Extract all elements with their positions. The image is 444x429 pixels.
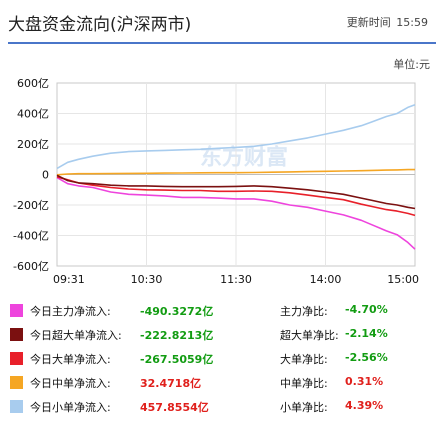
title-divider [8, 42, 436, 44]
ratio-value-super-large: -2.14% [345, 327, 388, 340]
series-line-2 [56, 176, 416, 217]
x-tick-label: 09:31 [53, 273, 85, 286]
ratio-label-main: 主力净比: [280, 305, 328, 318]
legend-swatch-main [10, 304, 23, 317]
y-tick-label: 600亿 [17, 77, 49, 90]
ratio-value-small: 4.39% [345, 399, 384, 412]
series-line-4 [56, 103, 416, 170]
ratio-value-large: -2.56% [345, 351, 388, 364]
legend-swatch-large [10, 352, 23, 365]
ratio-label-super-large: 超大单净比: [280, 329, 339, 342]
ratio-label-large: 大单净比: [280, 353, 328, 366]
ratio-label-medium: 中单净比: [280, 377, 328, 390]
legend-label-large: 今日大单净流入: [30, 353, 111, 366]
ratio-value-medium: 0.31% [345, 375, 384, 388]
legend-value-main: -490.3272亿 [140, 305, 214, 318]
legend-swatch-medium [10, 376, 23, 389]
x-tick-label: 15:00 [387, 273, 419, 286]
x-tick-label: 10:30 [131, 273, 163, 286]
update-time-label: 更新时间 [346, 16, 391, 29]
legend-row-super-large: 今日超大单净流入: -222.8213亿 超大单净比: -2.14% [10, 325, 440, 343]
series-line-3 [56, 168, 415, 176]
x-tick-label: 11:30 [220, 273, 252, 286]
legend-value-super-large: -222.8213亿 [140, 329, 214, 342]
y-tick-label: 0 [42, 169, 49, 182]
legend-row-small: 今日小单净流入: 457.8554亿 小单净比: 4.39% [10, 397, 440, 415]
unit-label: 单位:元 [393, 58, 430, 71]
update-time: 更新时间 15:59 [345, 14, 428, 30]
ratio-value-main: -4.70% [345, 303, 388, 316]
legend-label-super-large: 今日超大单净流入: [30, 329, 122, 342]
legend-label-main: 今日主力净流入: [30, 305, 111, 318]
y-tick-label: 200亿 [17, 138, 49, 151]
legend-row-medium: 今日中单净流入: 32.4718亿 中单净比: 0.31% [10, 373, 440, 391]
y-tick-label: -400亿 [13, 230, 49, 243]
y-tick-label: 400亿 [17, 108, 49, 121]
legend-swatch-small [10, 400, 23, 413]
legend-row-main: 今日主力净流入: -490.3272亿 主力净比: -4.70% [10, 301, 440, 319]
legend-row-large: 今日大单净流入: -267.5059亿 大单净比: -2.56% [10, 349, 440, 367]
ratio-label-small: 小单净比: [280, 401, 328, 414]
update-time-value: 15:59 [396, 16, 428, 29]
series-line-0 [56, 176, 416, 250]
x-tick-label: 14:00 [310, 273, 342, 286]
legend-value-medium: 32.4718亿 [140, 377, 202, 390]
legend-label-small: 今日小单净流入: [30, 401, 111, 414]
page-title: 大盘资金流向(沪深两市) [8, 15, 192, 35]
legend-swatch-super-large [10, 328, 23, 341]
legend-label-medium: 今日中单净流入: [30, 377, 111, 390]
y-tick-label: -600亿 [13, 260, 49, 273]
legend-value-small: 457.8554亿 [140, 401, 209, 414]
y-tick-label: -200亿 [13, 199, 49, 212]
series-line-1 [56, 174, 416, 210]
legend-value-large: -267.5059亿 [140, 353, 214, 366]
